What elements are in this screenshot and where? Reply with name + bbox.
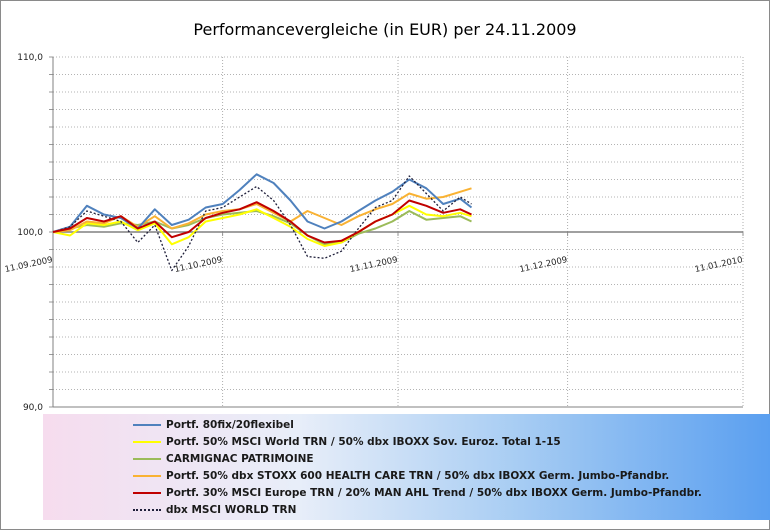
legend-label: Portf. 80fix/20flexibel (166, 419, 294, 431)
series-line-5 (52, 199, 472, 244)
series-line-6 (52, 175, 472, 272)
legend-entry: Portf. 50% dbx STOXX 600 HEALTH CARE TRN… (133, 469, 669, 483)
y-tick-label: 110,0 (17, 53, 43, 63)
chart-legend: Portf. 80fix/20flexibel Portf. 50% MSCI W… (43, 414, 770, 520)
legend-entry: Portf. 50% MSCI World TRN / 50% dbx IBOX… (133, 435, 561, 449)
chart-title: Performancevergleiche (in EUR) per 24.11… (193, 20, 577, 39)
legend-label: Portf. 50% dbx STOXX 600 HEALTH CARE TRN… (166, 470, 670, 482)
legend-swatch (133, 424, 161, 426)
x-tick-label: 11.01.2010 (694, 255, 744, 275)
series-line-1 (52, 173, 473, 233)
legend-swatch (133, 509, 161, 511)
legend-label: CARMIGNAC PATRIMOINE (166, 453, 314, 465)
legend-entry: dbx MSCI WORLD TRN (133, 503, 296, 517)
legend-swatch (133, 458, 161, 460)
x-tick-label: 11.10.2009 (174, 255, 224, 275)
legend-label: Portf. 30% MSCI Europe TRN / 20% MAN AHL… (166, 487, 702, 499)
x-tick-label: 11.12.2009 (519, 255, 569, 275)
legend-entry: Portf. 30% MSCI Europe TRN / 20% MAN AHL… (133, 486, 702, 500)
legend-swatch (133, 492, 161, 494)
legend-label: dbx MSCI WORLD TRN (166, 504, 297, 516)
y-tick-label: 90,0 (23, 403, 43, 413)
legend-entry: Portf. 80fix/20flexibel (133, 418, 294, 432)
legend-swatch (133, 475, 161, 477)
series-line-4 (52, 187, 472, 233)
y-tick-label: 100,0 (17, 228, 43, 238)
x-tick-label: 11.09.2009 (4, 255, 54, 275)
series-line-2 (52, 204, 472, 247)
legend-entry: CARMIGNAC PATRIMOINE (133, 452, 314, 466)
x-tick-label: 11.11.2009 (349, 255, 399, 275)
legend-label: Portf. 50% MSCI World TRN / 50% dbx IBOX… (166, 436, 561, 448)
legend-swatch (133, 441, 161, 443)
